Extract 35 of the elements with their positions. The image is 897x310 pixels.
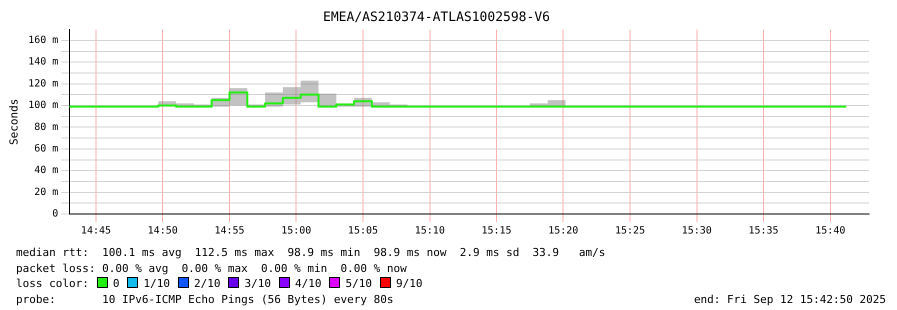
text: loss color: xyxy=(16,277,89,290)
text: median rtt: 100.1 ms avg 112.5 ms max 98.9 ms min 98.9 ms now 2.9 ms sd 33.9 am/s xyxy=(16,246,606,261)
text: 4/10 xyxy=(294,277,322,290)
x-tick-label: 15:00 xyxy=(281,226,312,237)
x-tick-label: 15:10 xyxy=(414,226,445,237)
x-tick-label: 14:50 xyxy=(148,226,178,237)
x-tick-label: 15:30 xyxy=(682,226,712,237)
text: 0 xyxy=(112,277,120,290)
chart-title: EMEA/AS210374-ATLAS1002598-V6 xyxy=(323,10,550,26)
x-tick-label: 15:15 xyxy=(481,226,512,237)
text: probe: 10 IPv6-ICMP Echo Pings (56 Bytes) every 80s xyxy=(16,292,394,306)
x-tick-label: 15:25 xyxy=(614,226,646,237)
text: 9/10 xyxy=(396,277,422,290)
x-tick-label: 14:55 xyxy=(214,226,245,237)
y-tick-label: 60 m xyxy=(34,144,58,155)
y-axis-title: Seconds xyxy=(7,98,20,145)
text: 5/10 xyxy=(345,277,372,290)
y-tick-label: 160 m xyxy=(28,35,58,46)
x-tick-label: 15:40 xyxy=(815,226,846,237)
text: 3/10 xyxy=(244,277,271,290)
y-tick-label: 120 m xyxy=(28,78,58,90)
y-tick-label: 140 m xyxy=(28,56,58,68)
y-tick-label: 20 m xyxy=(34,186,58,198)
x-tick-label: 15:05 xyxy=(348,226,378,237)
y-tick-label: 0 xyxy=(52,208,58,220)
x-tick-label: 14:45 xyxy=(80,226,112,237)
text: packet loss: 0.00 % avg 0.00 % max 0.00 % min 0.00 % now xyxy=(16,262,408,276)
y-tick-label: 40 m xyxy=(34,165,58,176)
x-tick-label: 15:20 xyxy=(548,226,578,237)
x-tick-label: 15:35 xyxy=(748,226,779,237)
text: 1/10 xyxy=(143,277,170,290)
text: 2/10 xyxy=(194,277,220,290)
y-tick-label: 80 m xyxy=(34,122,58,133)
text: end: Fri Sep 12 15:42:50 2025 xyxy=(694,292,886,306)
y-tick-label: 100 m xyxy=(28,100,58,112)
